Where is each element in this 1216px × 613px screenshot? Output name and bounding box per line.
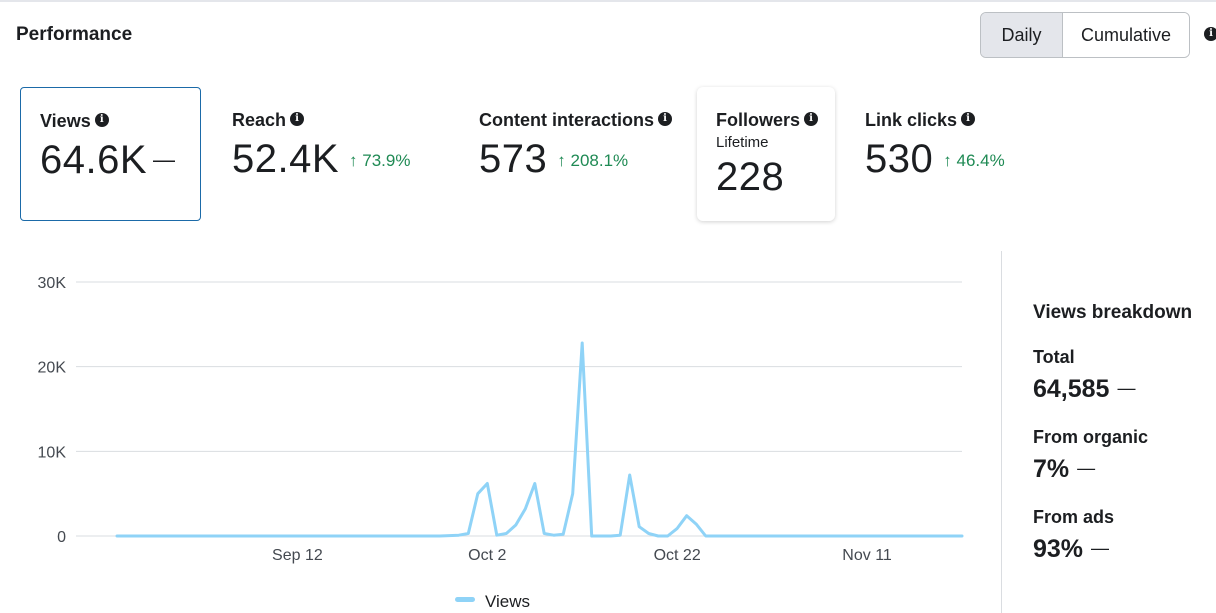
y-tick-label: 30K — [38, 275, 67, 292]
x-tick-label: Nov 11 — [842, 547, 892, 564]
metric-change: ↑ 46.4% — [943, 151, 1005, 170]
legend-swatch-views — [455, 597, 475, 602]
metric-value: 52.4K — [232, 137, 340, 181]
cumulative-toggle-button[interactable]: Cumulative — [1063, 13, 1190, 57]
x-tick-label: Oct 2 — [468, 547, 506, 564]
y-tick-label: 0 — [57, 529, 66, 546]
arrow-up-icon: ↑ — [943, 151, 952, 170]
info-icon[interactable]: i — [658, 112, 673, 127]
breakdown-organic-value: 7% — — [1033, 455, 1096, 483]
metric-label: Followers — [716, 110, 801, 130]
metric-change: ↑ 73.9% — [349, 151, 411, 170]
metric-change: ↑ 208.1% — [557, 151, 629, 170]
metric-card-content-interactions[interactable]: Content interactions i 573 ↑ 208.1% — [460, 87, 685, 221]
metric-label: Content interactions — [479, 110, 655, 130]
page-title: Performance — [16, 24, 133, 45]
views-series-line[interactable] — [115, 341, 964, 538]
x-tick-label: Sep 12 — [272, 547, 323, 564]
metric-card-reach[interactable]: Reach i 52.4K ↑ 73.9% — [213, 87, 453, 221]
views-line-chart[interactable]: 0 10K 20K 30K Sep 12 Oct 2 Oct 22 Nov 11 Views — [0, 250, 1000, 613]
chart-legend[interactable]: Views — [455, 592, 530, 611]
breakdown-total-value: 64,585— — [1033, 375, 1136, 403]
breakdown-organic-label: From organic — [1033, 427, 1149, 447]
arrow-up-icon: ↑ — [557, 151, 566, 170]
panel-divider — [1001, 251, 1002, 613]
arrow-up-icon: ↑ — [349, 151, 358, 170]
metric-value: 573 — [479, 137, 548, 181]
x-tick-label: Oct 22 — [654, 547, 701, 564]
breakdown-ads-value: 93% — — [1033, 535, 1110, 563]
metric-label: Link clicks — [865, 110, 958, 130]
info-icon[interactable]: i — [290, 112, 305, 127]
metric-label: Views — [40, 111, 91, 131]
metric-value: 530 — [865, 137, 934, 181]
breakdown-ads-label: From ads — [1033, 507, 1115, 527]
metric-card-link-clicks[interactable]: Link clicks i 530 ↑ 46.4% — [846, 87, 1046, 221]
breakdown-total-label: Total — [1033, 347, 1075, 367]
y-tick-label: 10K — [38, 444, 67, 461]
metric-label: Reach — [232, 110, 287, 130]
metric-card-followers[interactable]: Followers i Lifetime 228 — [697, 87, 835, 221]
metric-sublabel: Lifetime — [716, 134, 769, 151]
view-mode-toggle[interactable]: Daily Cumulative — [980, 12, 1191, 58]
metric-value: 228 — [716, 155, 785, 199]
y-tick-label: 20K — [38, 360, 67, 377]
legend-label-views: Views — [485, 592, 530, 611]
info-icon[interactable]: i — [804, 112, 819, 127]
metric-card-views[interactable]: Views i 64.6K — — [20, 87, 201, 221]
info-icon[interactable]: i — [961, 112, 976, 127]
daily-toggle-button[interactable]: Daily — [981, 13, 1063, 57]
metric-value: 64.6K — [40, 138, 148, 182]
info-icon[interactable]: i — [94, 113, 109, 128]
breakdown-title: Views breakdown — [1033, 302, 1193, 323]
info-icon[interactable]: i — [1204, 27, 1216, 41]
metric-change: — — [153, 147, 176, 172]
top-border — [0, 0, 1216, 2]
